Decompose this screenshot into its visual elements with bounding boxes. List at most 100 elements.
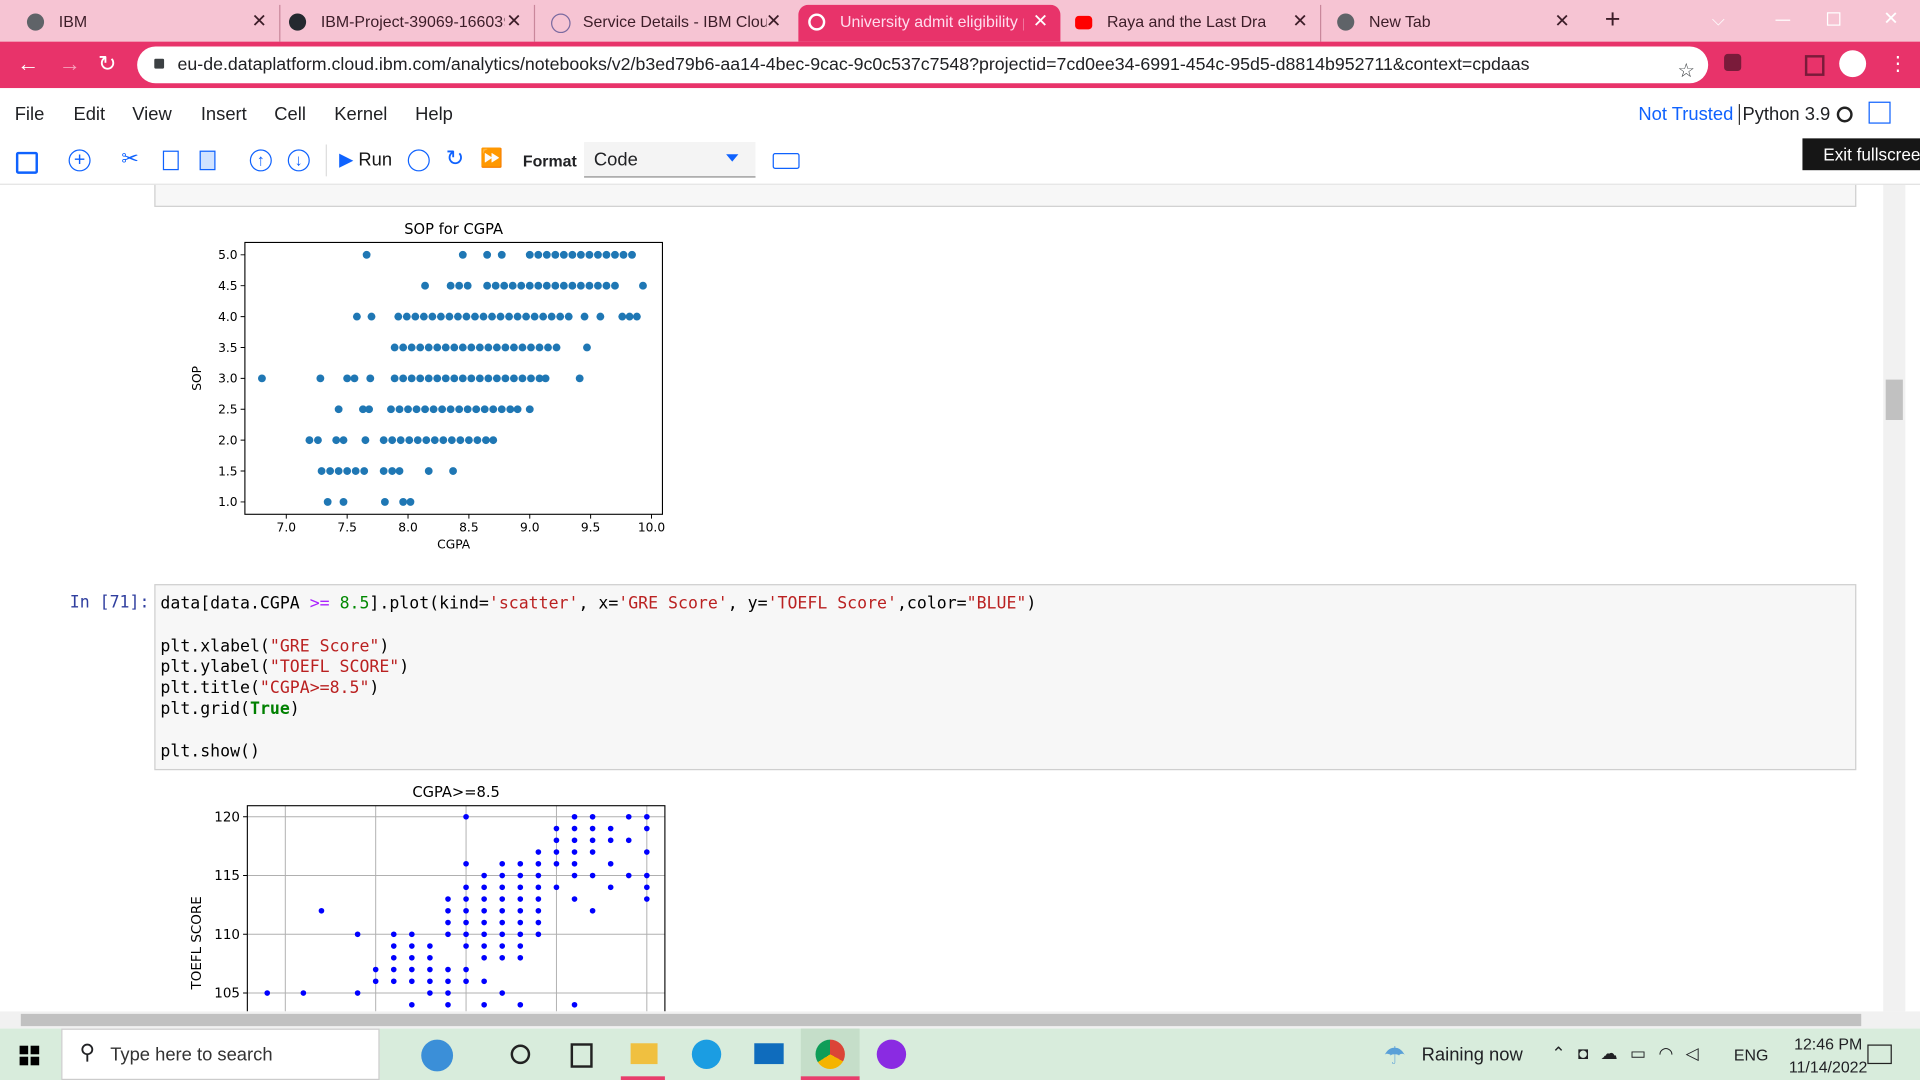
scatter-point	[428, 312, 437, 321]
app-icon[interactable]	[570, 1043, 593, 1068]
scatter-point	[416, 374, 425, 383]
scatter-point	[619, 250, 628, 259]
scatter-point	[553, 884, 560, 891]
code-cell[interactable]: data[data.CGPA >= 8.5].plot(kind='scatte…	[154, 584, 1857, 771]
scatter-point	[551, 250, 560, 259]
restore-button[interactable]	[1826, 12, 1841, 26]
scatter-point	[481, 931, 487, 938]
run-all-button[interactable]: ⏩	[480, 148, 503, 169]
trust-status[interactable]: Not Trusted	[1638, 104, 1740, 125]
scatter-point	[492, 374, 501, 383]
horizontal-scrollbar[interactable]	[0, 1011, 1920, 1029]
browser-menu[interactable]: ⋮	[1888, 53, 1908, 75]
url-box[interactable]: eu-de.dataplatform.cloud.ibm.com/analyti…	[137, 46, 1709, 84]
scatter-point	[424, 343, 433, 352]
scatter-point	[446, 281, 455, 290]
github-icon[interactable]	[876, 1039, 907, 1069]
notification-button[interactable]	[1867, 1044, 1892, 1065]
scatter-point	[513, 312, 522, 321]
code-line	[160, 615, 1036, 636]
scroll-thumb[interactable]	[20, 1013, 1862, 1027]
scatter-point	[483, 281, 492, 290]
code-token: )	[1026, 593, 1037, 614]
menu-item[interactable]: Edit	[73, 104, 106, 125]
tab[interactable]: New Tab ✕	[1327, 5, 1582, 42]
restart-button[interactable]: ↻	[445, 145, 465, 171]
tab-active[interactable]: University admit eligibility p ✕	[798, 4, 1061, 42]
forward-button[interactable]: →	[58, 51, 81, 76]
previous-cell[interactable]	[154, 184, 1857, 207]
scatter-point	[446, 405, 455, 414]
sidebar-icon[interactable]	[1804, 55, 1825, 76]
paste-button[interactable]	[199, 150, 216, 171]
back-button[interactable]: ←	[17, 51, 40, 76]
scatter-point	[505, 312, 513, 321]
scatter-point	[409, 943, 415, 949]
run-button[interactable]: ▶ Run	[339, 149, 393, 171]
scatter-point	[409, 931, 415, 938]
taskbar: ⚲ Type here to search ☂ Raining now ⌃◘☁▭…	[0, 1028, 1920, 1080]
menu-item[interactable]: Insert	[200, 104, 247, 125]
menu-item[interactable]: Cell	[274, 104, 306, 125]
copy-button[interactable]	[162, 150, 179, 171]
search-box[interactable]: ⚲ Type here to search	[61, 1028, 380, 1080]
clock-date[interactable]: 11/14/2022	[1788, 1057, 1868, 1077]
x-tick-label: 10.0	[638, 520, 665, 534]
task-view[interactable]	[510, 1044, 531, 1065]
menu-item[interactable]: View	[132, 104, 172, 125]
scatter-point	[535, 907, 542, 914]
extension-icon[interactable]	[1724, 53, 1742, 72]
menu-item[interactable]: Kernel	[334, 104, 388, 125]
menu-item[interactable]: File	[14, 104, 45, 125]
cell-type-select[interactable]: Code	[584, 142, 756, 178]
scatter-point	[483, 250, 492, 259]
bookmark-star[interactable]: ☆	[1677, 61, 1696, 83]
tab[interactable]: Service Details - IBM Cloud ✕	[541, 5, 793, 42]
insert-cell-button[interactable]: +	[68, 149, 91, 172]
code-line	[160, 721, 1036, 742]
move-down-button[interactable]: ↓	[287, 149, 310, 172]
scatter-point	[445, 966, 451, 973]
edge-icon[interactable]	[691, 1039, 722, 1069]
scatter-point	[522, 312, 531, 321]
language[interactable]: ENG	[1733, 1045, 1769, 1065]
scatter-point	[463, 860, 469, 867]
scatter-point	[594, 250, 602, 259]
tab-bar: IBM ✕ IBM-Project-39069-166039 ✕ Service D…	[0, 0, 1920, 42]
scroll-thumb[interactable]	[1885, 379, 1903, 420]
explorer-icon[interactable]	[630, 1043, 658, 1065]
scatter-point	[499, 860, 506, 867]
tab[interactable]: IBM-Project-39069-166039 ✕	[279, 4, 536, 42]
chrome-icon[interactable]	[800, 1028, 860, 1080]
fullscreen-button[interactable]	[1868, 101, 1891, 124]
code-token: "GRE Score"	[269, 636, 380, 656]
window-dropdown[interactable]: ⌵	[1711, 9, 1725, 30]
interrupt-button[interactable]	[407, 149, 430, 172]
mail-icon[interactable]	[754, 1043, 784, 1065]
tab[interactable]: Raya and the Last Drag ✕	[1065, 4, 1322, 42]
widget-icon[interactable]	[421, 1039, 454, 1072]
keyboard-button[interactable]	[772, 153, 800, 169]
scatter-point	[316, 374, 325, 383]
scatter-point	[343, 467, 352, 475]
weather-text: Raining now	[1421, 1044, 1523, 1066]
code-token: plt.grid(	[160, 699, 250, 720]
code-editor[interactable]: data[data.CGPA >= 8.5].plot(kind='scatte…	[160, 594, 1036, 763]
cut-button[interactable]: ✂	[121, 146, 139, 171]
tray-icons[interactable]: ⌃◘☁▭◠◁	[1551, 1043, 1712, 1063]
vertical-scrollbar[interactable]	[1883, 184, 1906, 1012]
weather-icon: ☂	[1383, 1043, 1406, 1071]
reload-button[interactable]: ↻	[97, 51, 117, 76]
scatter-point	[379, 467, 388, 475]
tab[interactable]: IBM ✕	[17, 4, 281, 42]
start-button[interactable]	[19, 1045, 40, 1066]
new-tab-button[interactable]: +	[1604, 3, 1621, 35]
profile-avatar[interactable]	[1839, 50, 1867, 78]
menu-item[interactable]: Help	[415, 104, 453, 125]
clock-time[interactable]: 12:46 PM	[1794, 1034, 1863, 1054]
scatter-point	[463, 884, 469, 891]
save-button[interactable]	[15, 151, 38, 174]
move-up-button[interactable]: ↑	[249, 149, 272, 172]
close-button[interactable]: ✕	[1883, 8, 1899, 30]
minimize-button[interactable]	[1775, 19, 1791, 21]
